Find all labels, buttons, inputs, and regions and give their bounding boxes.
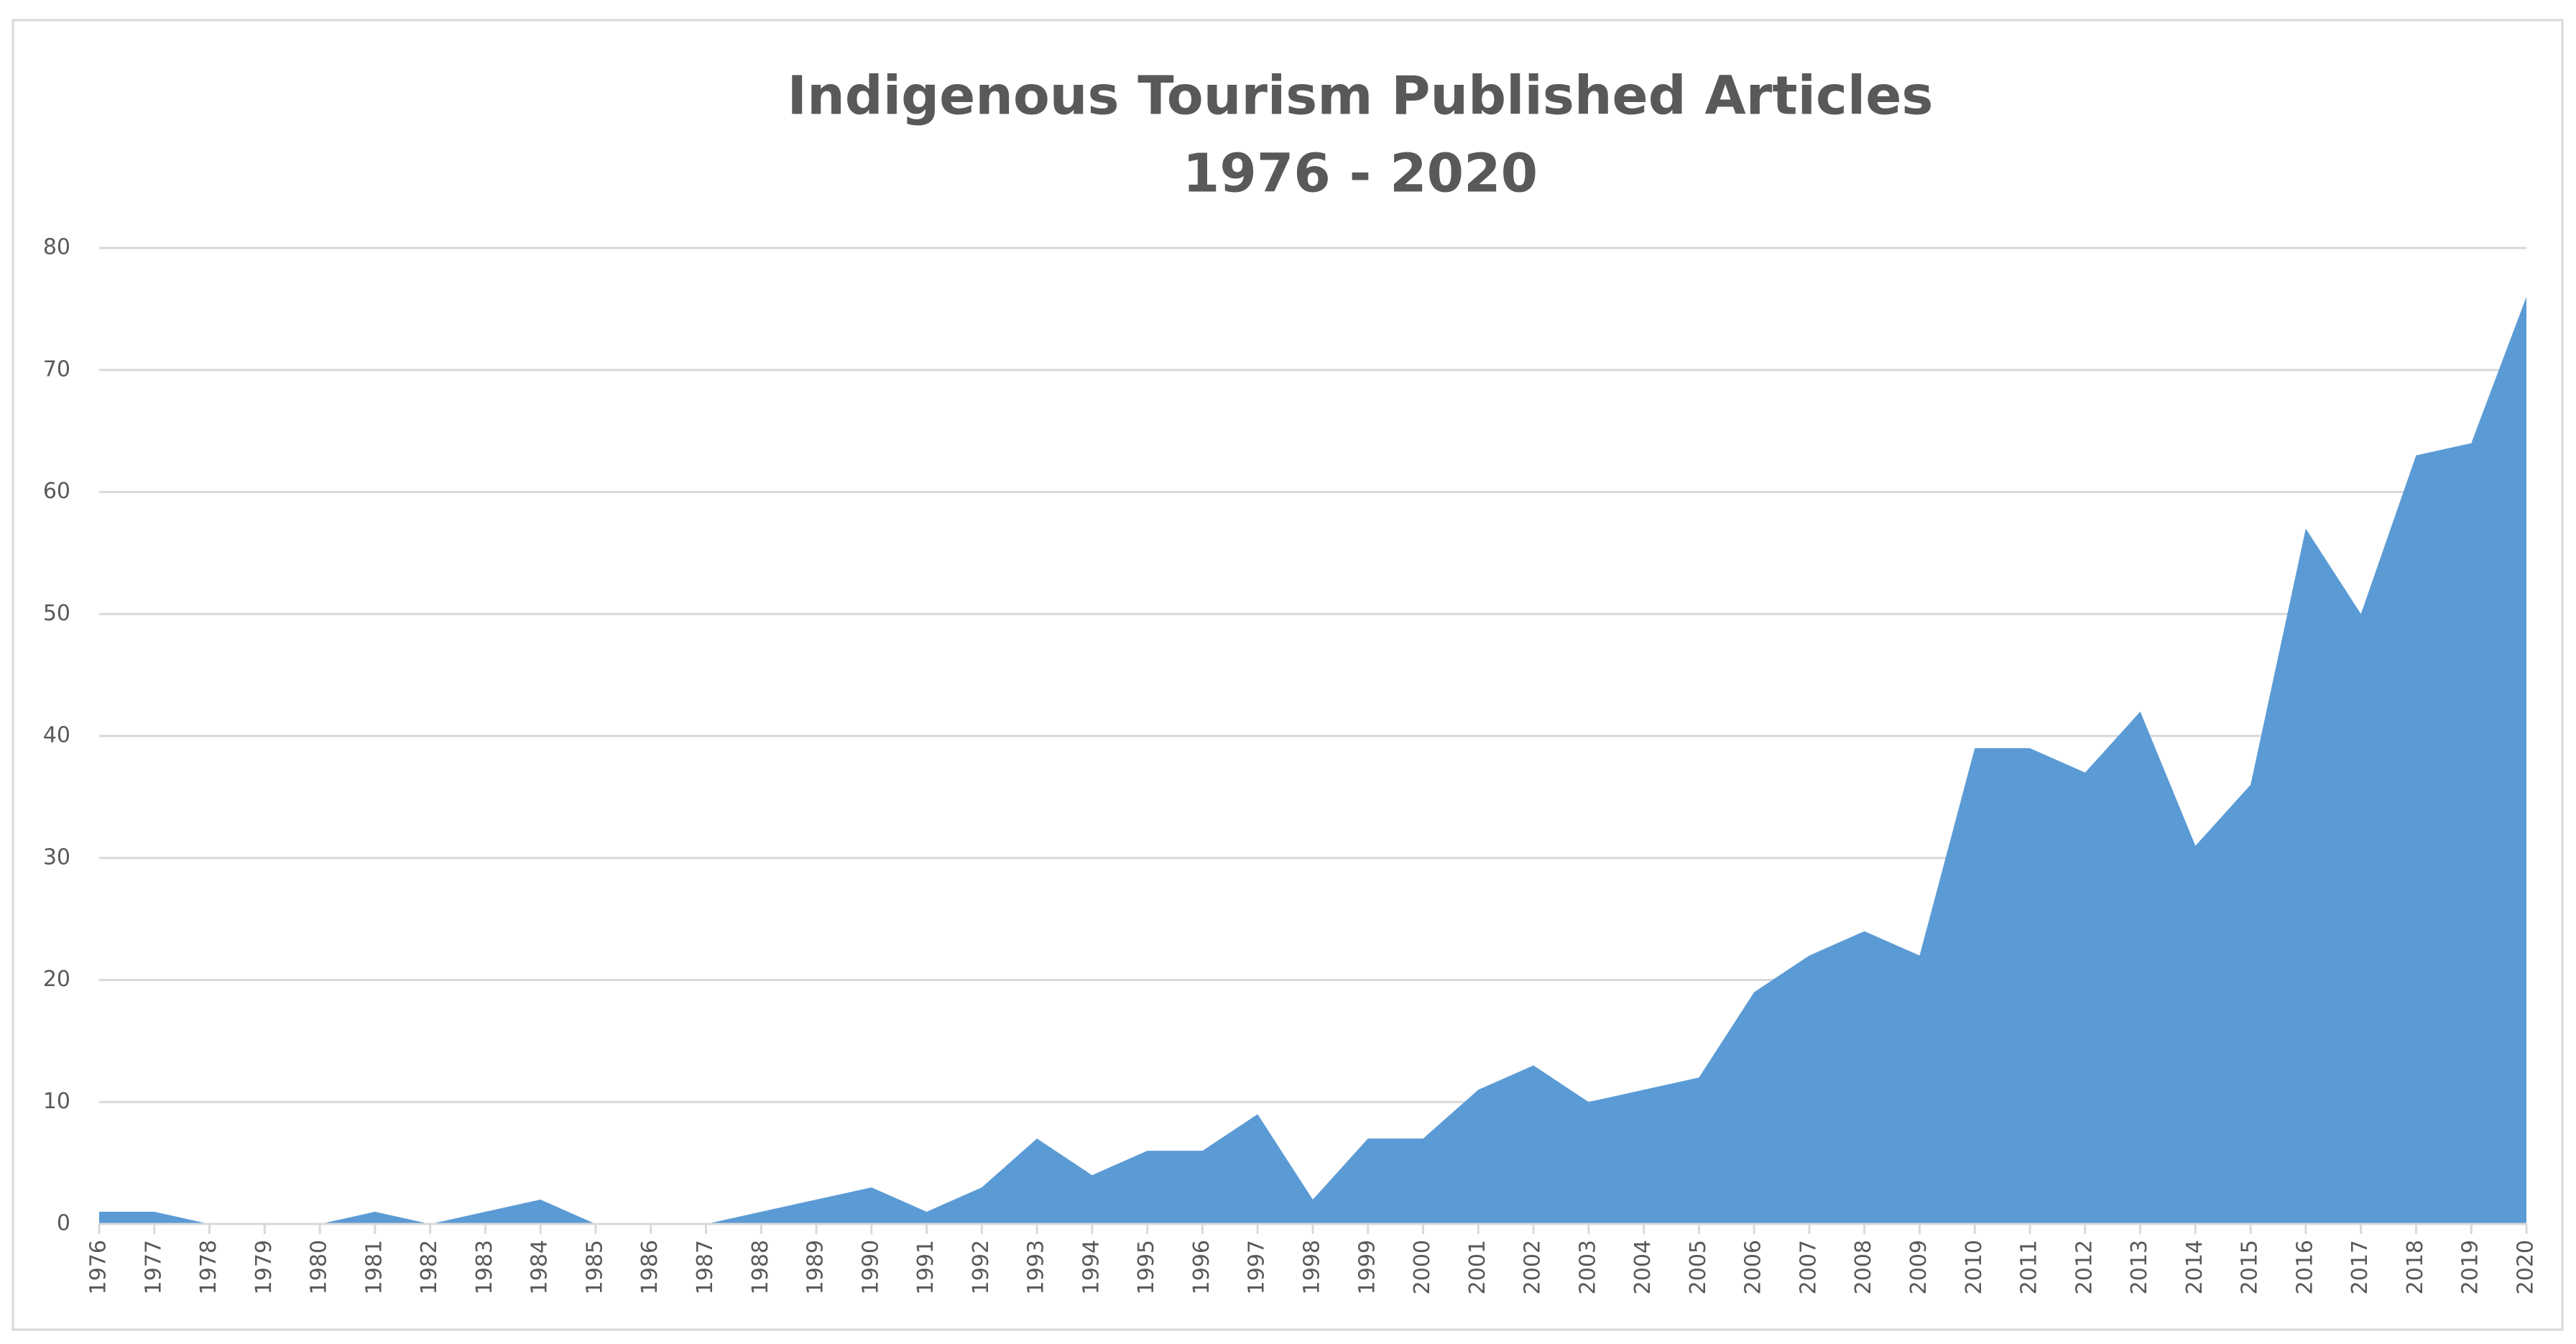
x-tick-label: 1999 [1354, 1240, 1380, 1294]
y-tick-label: 60 [43, 479, 70, 504]
x-tick-label: 2008 [1851, 1240, 1876, 1294]
x-tick-label: 2019 [2458, 1240, 2483, 1294]
x-tick-label: 1976 [86, 1240, 111, 1294]
y-tick-label: 50 [43, 601, 70, 626]
x-tick-label: 2009 [1906, 1240, 1931, 1294]
x-tick-label: 1985 [582, 1240, 607, 1294]
x-tick-label: 1987 [693, 1240, 718, 1294]
x-tick-label: 2006 [1741, 1240, 1766, 1294]
area [99, 296, 2526, 1224]
y-tick-label: 40 [43, 723, 70, 748]
y-tick-label: 20 [43, 967, 70, 992]
x-tick-label: 2011 [2017, 1240, 2042, 1294]
x-tick-label: 1977 [141, 1240, 166, 1294]
x-tick-label: 1996 [1189, 1240, 1214, 1294]
x-tick-label: 1983 [472, 1240, 497, 1294]
x-tick-label: 2017 [2348, 1240, 2373, 1294]
x-tick-label: 2000 [1410, 1240, 1435, 1294]
x-tick-label: 1979 [251, 1240, 277, 1294]
y-tick-label: 80 [43, 235, 70, 260]
x-tick-label: 1986 [637, 1240, 663, 1294]
y-tick-label: 30 [43, 844, 70, 870]
y-tick-label: 70 [43, 356, 70, 382]
x-tick-label: 1992 [969, 1240, 994, 1294]
x-tick-label: 1995 [1134, 1240, 1159, 1294]
x-tick-label: 1998 [1300, 1240, 1325, 1294]
x-tick-label: 2004 [1630, 1240, 1656, 1294]
x-tick-label: 1994 [1079, 1240, 1104, 1294]
x-tick-label: 2012 [2072, 1240, 2097, 1294]
x-tick-label: 1982 [417, 1240, 442, 1294]
x-tick-label: 2005 [1686, 1240, 1711, 1294]
chart-title: Indigenous Tourism Published Articles [788, 65, 1934, 127]
x-tick-label: 1981 [361, 1240, 387, 1294]
x-tick-label: 1978 [196, 1240, 221, 1294]
x-tick-label: 1993 [1024, 1240, 1049, 1294]
x-tick-label: 2001 [1465, 1240, 1490, 1294]
x-tick-label: 2016 [2292, 1240, 2317, 1294]
x-tick-label: 1997 [1245, 1240, 1270, 1294]
x-tick-label: 1980 [307, 1240, 332, 1294]
x-tick-label: 2010 [1962, 1240, 1987, 1294]
x-tick-label: 2013 [2127, 1240, 2152, 1294]
x-tick-label: 2007 [1796, 1240, 1821, 1294]
x-tick-label: 2020 [2513, 1240, 2539, 1294]
x-tick-label: 2014 [2182, 1240, 2207, 1294]
x-tick-label: 1991 [913, 1240, 938, 1294]
y-tick-label: 0 [57, 1211, 70, 1236]
y-tick-label: 10 [43, 1089, 70, 1114]
x-tick-label: 1989 [803, 1240, 828, 1294]
x-tick-label: 2002 [1520, 1240, 1546, 1294]
x-tick-label: 1990 [858, 1240, 883, 1294]
x-tick-label: 1984 [527, 1240, 553, 1294]
x-tick-label: 2015 [2238, 1240, 2263, 1294]
x-tick-label: 2003 [1575, 1240, 1600, 1294]
chart-subtitle: 1976 - 2020 [1183, 143, 1538, 205]
x-tick-label: 1988 [748, 1240, 773, 1294]
x-tick-label: 2018 [2403, 1240, 2428, 1294]
